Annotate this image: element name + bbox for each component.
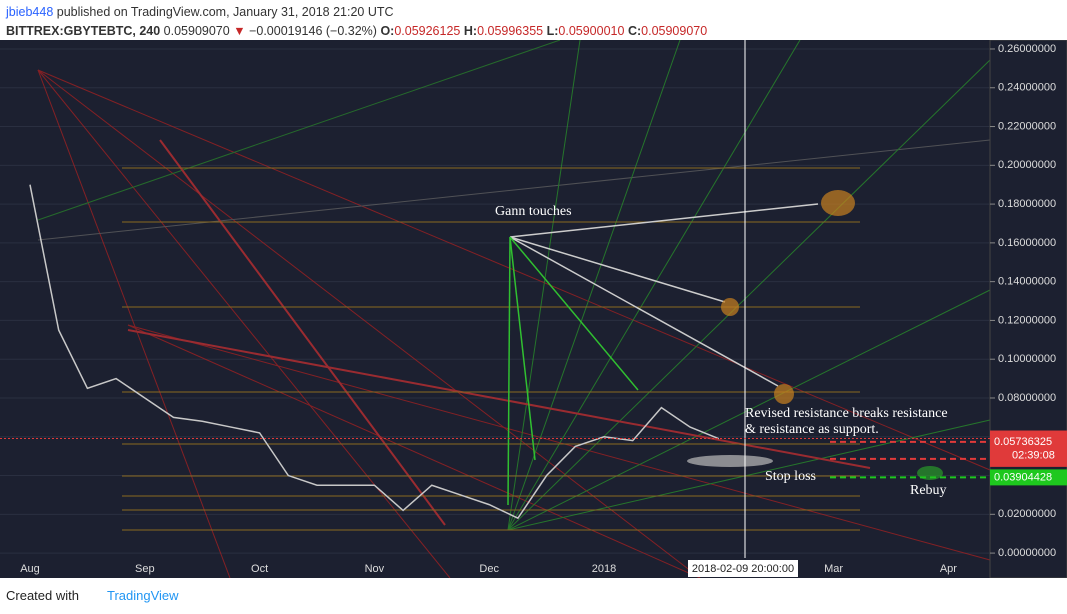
- y-tick-label: 0.20000000: [998, 159, 1056, 171]
- l-label: L:: [546, 24, 559, 38]
- chart: 0.000000000.020000000.040000000.06000000…: [0, 40, 1067, 578]
- green-arrows: [507, 236, 639, 506]
- l: 0.05900010: [558, 24, 625, 38]
- y-tick-label: 0.08000000: [998, 392, 1056, 404]
- header: jbieb448 published on TradingView.com, J…: [6, 3, 707, 41]
- header-line-2: BITTREX:GBYTEBTC, 240 0.05909070 ▼ −0.00…: [6, 22, 707, 41]
- annotation: Gann touches: [495, 204, 572, 219]
- o: 0.05926125: [394, 24, 461, 38]
- symbol: BITTREX:GBYTEBTC, 240: [6, 24, 161, 38]
- y-tick-label: 0.10000000: [998, 353, 1056, 365]
- fib-levels: [122, 167, 860, 531]
- y-tick-label: 0.26000000: [998, 43, 1056, 55]
- x-tick-label: Dec: [479, 563, 499, 575]
- price-level-box: [990, 469, 1067, 486]
- brand[interactable]: TradingView: [106, 588, 179, 603]
- created: Created with: [6, 588, 79, 603]
- published: published on TradingView.com, January 31…: [56, 5, 394, 19]
- x-tick-label: 2018: [592, 563, 616, 575]
- x-tick-label: Oct: [251, 563, 268, 575]
- x-tick-label: Mar: [824, 563, 843, 575]
- y-tick-label: 0.18000000: [998, 198, 1056, 210]
- gann-arrows: [509, 203, 819, 387]
- x-tick-label: Nov: [365, 563, 385, 575]
- price-level-box: [990, 433, 1067, 450]
- y-tick-label: 0.14000000: [998, 276, 1056, 288]
- c: 0.05909070: [641, 24, 708, 38]
- y-tick-label: 0.16000000: [998, 237, 1056, 249]
- annotation: Revised resistance breaks resistance: [745, 406, 948, 421]
- change: −0.00019146 (−0.32%): [249, 24, 377, 38]
- crosshair-box: [688, 560, 798, 577]
- o-label: O:: [380, 24, 395, 38]
- annotation: Rebuy: [910, 483, 947, 498]
- c-label: C:: [627, 24, 642, 38]
- last: 0.05909070: [163, 24, 230, 38]
- h: 0.05996355: [477, 24, 544, 38]
- y-tick-label: 0.02000000: [998, 508, 1056, 520]
- y-tick-label: 0.00000000: [998, 547, 1056, 559]
- touch-marks: [687, 190, 943, 480]
- x-tick-label: Sep: [135, 563, 155, 575]
- h-label: H:: [463, 24, 478, 38]
- y-tick-label: 0.22000000: [998, 120, 1056, 132]
- price-level-label: 0.05736325: [994, 436, 1052, 448]
- x-tick-label: Apr: [940, 563, 957, 575]
- change-arrow: ▼: [233, 24, 246, 38]
- price-axis: [989, 40, 1067, 578]
- header-line-1: jbieb448 published on TradingView.com, J…: [6, 3, 707, 22]
- y-tick-label: 0.24000000: [998, 82, 1056, 94]
- price-level-label: 0.03904428: [994, 471, 1052, 483]
- countdown: 02:39:08: [1012, 449, 1055, 461]
- chart-background: [0, 40, 1067, 578]
- footer: Created with TradingView: [6, 588, 179, 603]
- y-tick-label: 0.12000000: [998, 314, 1056, 326]
- price-line: [29, 184, 720, 520]
- author[interactable]: jbieb448: [6, 5, 54, 19]
- annotation: & resistance as support.: [745, 422, 879, 437]
- x-tick-label: Aug: [20, 563, 40, 575]
- crosshair-label: 2018-02-09 20:00:00: [692, 563, 794, 575]
- annotation: Stop loss: [765, 469, 816, 484]
- countdown-box: [990, 447, 1067, 464]
